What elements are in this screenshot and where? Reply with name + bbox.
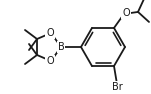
Text: O: O	[46, 28, 54, 38]
Text: O: O	[122, 8, 130, 18]
Text: O: O	[46, 56, 54, 66]
Text: Br: Br	[112, 82, 122, 92]
Text: B: B	[58, 42, 64, 52]
